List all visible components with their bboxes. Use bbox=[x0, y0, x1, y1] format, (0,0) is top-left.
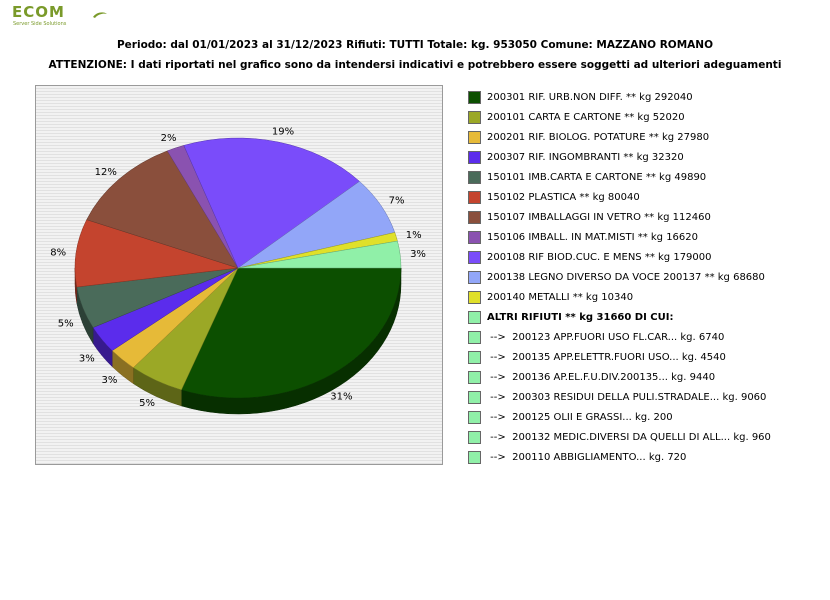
legend-label: 150107 IMBALLAGGI IN VETRO ** kg 112460 bbox=[487, 212, 711, 223]
legend-item: 200301 RIF. URB.NON DIFF. ** kg 292040 bbox=[466, 90, 826, 106]
pie-percent-label: 3% bbox=[410, 249, 426, 260]
legend-label: --> 200132 MEDIC.DIVERSI DA QUELLI DI AL… bbox=[487, 432, 771, 443]
legend-swatch bbox=[468, 411, 481, 424]
pie-percent-label: 2% bbox=[161, 133, 177, 144]
legend-item: 200140 METALLI ** kg 10340 bbox=[466, 290, 826, 306]
legend-label: 150102 PLASTICA ** kg 80040 bbox=[487, 192, 640, 203]
legend-item: --> 200135 APP.ELETTR.FUORI USO... kg. 4… bbox=[466, 350, 826, 366]
legend-swatch bbox=[468, 311, 481, 324]
legend-label: ALTRI RIFIUTI ** kg 31660 DI CUI: bbox=[487, 312, 674, 323]
pie-chart: 31% 5% 3% 3% 5% 8% 12% 2% 19% 7% 1% 3% bbox=[50, 126, 426, 415]
legend-item: 150106 IMBALL. IN MAT.MISTI ** kg 16620 bbox=[466, 230, 826, 246]
legend-swatch bbox=[468, 271, 481, 284]
legend-swatch bbox=[468, 251, 481, 264]
pie-percent-label: 3% bbox=[79, 353, 95, 364]
legend-item: --> 200136 AP.EL.F.U.DIV.200135... kg. 9… bbox=[466, 370, 826, 386]
pie-percent-label: 12% bbox=[95, 167, 117, 178]
pie-percent-label: 19% bbox=[272, 126, 294, 137]
legend-swatch bbox=[468, 351, 481, 364]
legend-swatch bbox=[468, 191, 481, 204]
pie-slice bbox=[183, 137, 360, 269]
legend-label: --> 200136 AP.EL.F.U.DIV.200135... kg. 9… bbox=[487, 372, 716, 383]
legend-swatch bbox=[468, 331, 481, 344]
report-header: Periodo: dal 01/01/2023 al 31/12/2023 Ri… bbox=[116, 39, 714, 51]
pie-percent-label: 31% bbox=[330, 392, 352, 403]
legend-swatch bbox=[468, 371, 481, 384]
legend-item: 150101 IMB.CARTA E CARTONE ** kg 49890 bbox=[466, 170, 826, 186]
legend-item: --> 200110 ABBIGLIAMENTO... kg. 720 bbox=[466, 450, 826, 466]
legend-item: 150102 PLASTICA ** kg 80040 bbox=[466, 190, 826, 206]
logo-tagline: Server Side Solutions bbox=[13, 21, 67, 27]
report-disclaimer: ATTENZIONE: I dati riportati nel grafico… bbox=[48, 59, 782, 71]
legend-swatch bbox=[468, 151, 481, 164]
legend-swatch bbox=[468, 111, 481, 124]
pie-percent-label: 5% bbox=[139, 398, 155, 409]
legend-swatch bbox=[468, 91, 481, 104]
legend-item: 200201 RIF. BIOLOG. POTATURE ** kg 27980 bbox=[466, 130, 826, 146]
legend-label: 200101 CARTA E CARTONE ** kg 52020 bbox=[487, 112, 685, 123]
legend-item: --> 200132 MEDIC.DIVERSI DA QUELLI DI AL… bbox=[466, 430, 826, 446]
legend-item: 200108 RIF BIOD.CUC. E MENS ** kg 179000 bbox=[466, 250, 826, 266]
pie-slice bbox=[74, 219, 239, 288]
legend-swatch bbox=[468, 291, 481, 304]
legend-item: 200101 CARTA E CARTONE ** kg 52020 bbox=[466, 110, 826, 126]
legend-label: 200201 RIF. BIOLOG. POTATURE ** kg 27980 bbox=[487, 132, 710, 143]
legend-label: 200307 RIF. INGOMBRANTI ** kg 32320 bbox=[487, 152, 684, 163]
legend-label: --> 200303 RESIDUI DELLA PULI.STRADALE..… bbox=[487, 392, 767, 403]
legend-item: --> 200123 APP.FUORI USO FL.CAR... kg. 6… bbox=[466, 330, 826, 346]
logo-text: ECOM bbox=[12, 3, 65, 21]
legend-item: --> 200125 OLII E GRASSI... kg. 200 bbox=[466, 410, 826, 426]
legend-item: 200307 RIF. INGOMBRANTI ** kg 32320 bbox=[466, 150, 826, 166]
legend-swatch bbox=[468, 131, 481, 144]
pie-percent-label: 8% bbox=[50, 247, 66, 258]
legend-swatch bbox=[468, 391, 481, 404]
legend-item: 150107 IMBALLAGGI IN VETRO ** kg 112460 bbox=[466, 210, 826, 226]
legend-swatch bbox=[468, 171, 481, 184]
legend-label: 150101 IMB.CARTA E CARTONE ** kg 49890 bbox=[487, 172, 707, 183]
pie-percent-label: 7% bbox=[389, 196, 405, 207]
legend-swatch bbox=[468, 211, 481, 224]
legend-item: ALTRI RIFIUTI ** kg 31660 DI CUI: bbox=[466, 310, 826, 326]
legend-label: 200138 LEGNO DIVERSO DA VOCE 200137 ** k… bbox=[487, 272, 765, 283]
legend-swatch bbox=[468, 231, 481, 244]
legend-label: --> 200123 APP.FUORI USO FL.CAR... kg. 6… bbox=[487, 332, 725, 343]
legend-item: 200138 LEGNO DIVERSO DA VOCE 200137 ** k… bbox=[466, 270, 826, 286]
legend-label: 200301 RIF. URB.NON DIFF. ** kg 292040 bbox=[487, 92, 693, 103]
legend-label: --> 200135 APP.ELETTR.FUORI USO... kg. 4… bbox=[487, 352, 726, 363]
pie-percent-label: 5% bbox=[58, 319, 74, 330]
ecom-logo bbox=[12, 6, 107, 28]
legend-swatch bbox=[468, 451, 481, 464]
legend-label: 200140 METALLI ** kg 10340 bbox=[487, 292, 634, 303]
legend-label: 150106 IMBALL. IN MAT.MISTI ** kg 16620 bbox=[487, 232, 699, 243]
legend-item: --> 200303 RESIDUI DELLA PULI.STRADALE..… bbox=[466, 390, 826, 406]
pie-slice bbox=[237, 240, 402, 269]
legend-label: --> 200110 ABBIGLIAMENTO... kg. 720 bbox=[487, 452, 687, 463]
pie-percent-label: 1% bbox=[406, 230, 422, 241]
legend-label: 200108 RIF BIOD.CUC. E MENS ** kg 179000 bbox=[487, 252, 712, 263]
legend-swatch bbox=[468, 431, 481, 444]
legend-label: --> 200125 OLII E GRASSI... kg. 200 bbox=[487, 412, 673, 423]
logo-swirl-icon bbox=[93, 12, 107, 18]
pie-percent-label: 3% bbox=[102, 375, 118, 386]
pie-slice bbox=[86, 150, 239, 269]
pie-slice bbox=[181, 267, 402, 399]
